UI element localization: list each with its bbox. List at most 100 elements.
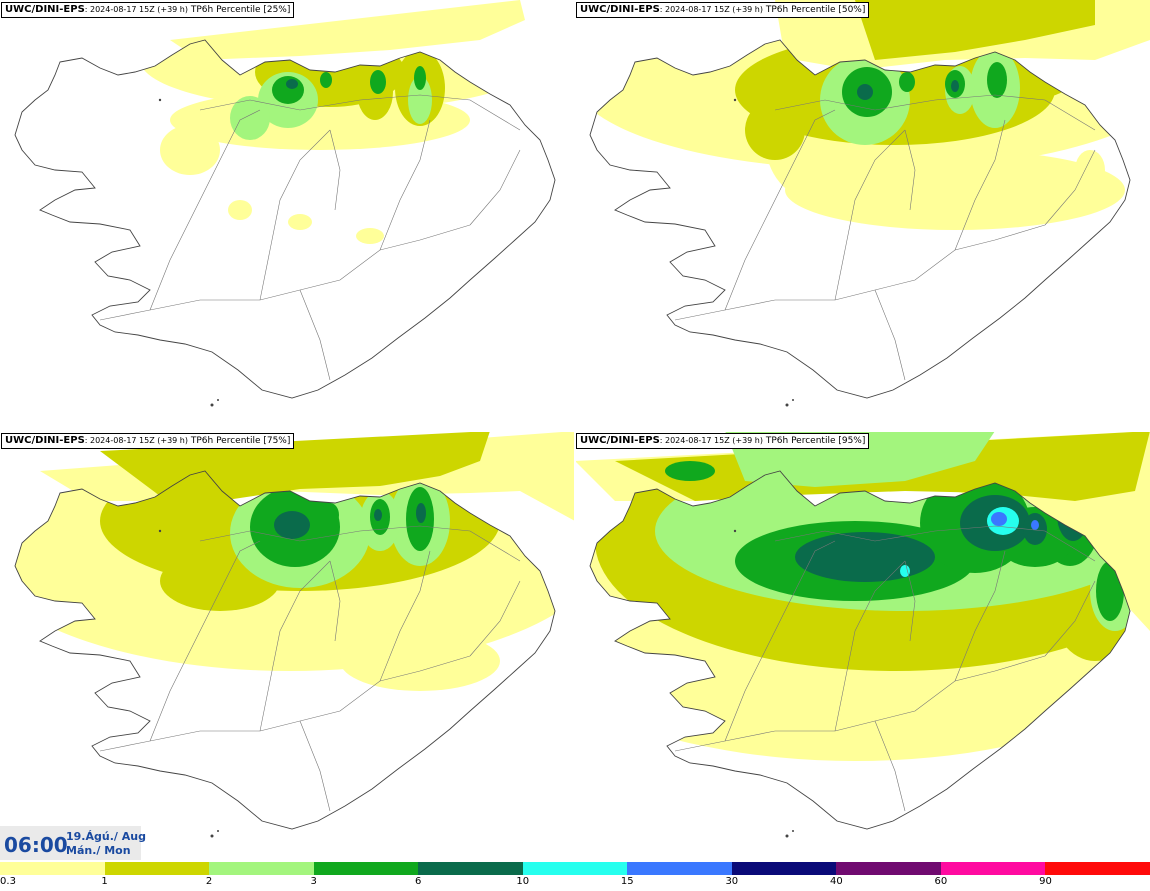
road-line	[1044, 580, 1096, 657]
island	[785, 834, 789, 838]
island	[733, 98, 737, 102]
precip-cell	[987, 62, 1007, 98]
legend-label: 10	[516, 876, 530, 887]
ocean-precip-cell	[665, 461, 715, 481]
valid-weekday: Mán./ Mon	[66, 844, 131, 857]
coastline	[14, 470, 556, 830]
island	[210, 403, 214, 407]
valid-date: 19.Ágú./ Aug	[66, 830, 146, 843]
road-line	[259, 129, 331, 301]
precip-cell	[414, 66, 426, 90]
map-panel-p95: UWC/DINI-EPS: 2024-08-17 15Z (+39 h) TP6…	[575, 431, 1150, 862]
legend-swatch	[836, 862, 941, 875]
legend-label: 0.3	[0, 876, 16, 887]
road-line	[954, 550, 1006, 682]
model-name: UWC/DINI-EPS	[580, 4, 660, 15]
precip-cell	[795, 532, 935, 582]
precip-cell	[1075, 150, 1105, 190]
legend-swatch	[522, 862, 628, 875]
legend-label: 6	[414, 876, 422, 887]
island	[158, 98, 162, 102]
precip-cell	[321, 503, 339, 527]
road-line	[874, 720, 906, 812]
product-name: TP6h Percentile [75%]	[190, 436, 291, 446]
road-line	[804, 540, 836, 572]
road-line	[259, 560, 331, 732]
coastline	[14, 39, 556, 399]
precip-cell	[374, 509, 382, 521]
precip-cell	[160, 125, 220, 175]
model-name: UWC/DINI-EPS	[5, 435, 85, 446]
precip-cell	[745, 100, 805, 160]
road-line	[329, 129, 341, 211]
legend-swatch	[313, 862, 419, 875]
road-line	[149, 570, 231, 742]
run-info: : 2024-08-17 15Z (+39 h)	[659, 436, 763, 445]
island	[792, 399, 794, 401]
precipitation-map	[14, 0, 556, 407]
road-line	[199, 525, 521, 562]
island	[217, 830, 219, 832]
road-line	[954, 119, 1006, 251]
map-panel-p75: UWC/DINI-EPS: 2024-08-17 15Z (+39 h) TP6…	[0, 431, 575, 862]
run-info: : 2024-08-17 15Z (+39 h)	[84, 5, 188, 14]
legend-label: 2	[205, 876, 213, 887]
island	[217, 399, 219, 401]
precip-cell	[857, 84, 873, 100]
road-line	[199, 94, 521, 131]
legend-label: 30	[725, 876, 739, 887]
run-info: : 2024-08-17 15Z (+39 h)	[84, 436, 188, 445]
precip-cell	[274, 511, 310, 539]
precip-cell	[228, 200, 252, 220]
island	[733, 529, 737, 533]
road-line	[674, 224, 1046, 321]
legend-label: 3	[310, 876, 317, 887]
precip-cell	[416, 503, 426, 523]
road-line	[299, 720, 331, 812]
color-legend-labels: 0.3 1 2 3 6 10 15 30 40 60 90	[0, 876, 1150, 891]
legend-label: 60	[934, 876, 948, 887]
road-line	[469, 580, 521, 657]
precip-cell	[370, 70, 386, 94]
road-line	[904, 129, 916, 211]
road-line	[874, 289, 906, 381]
road-line	[99, 224, 471, 321]
product-name: TP6h Percentile [25%]	[190, 5, 291, 15]
road-line	[774, 94, 1096, 131]
precip-cell	[991, 512, 1007, 526]
coastline	[589, 470, 1131, 830]
island	[210, 834, 214, 838]
legend-label: 1	[101, 876, 108, 887]
legend-swatch	[418, 862, 523, 875]
legend-swatch	[209, 862, 314, 875]
island	[792, 830, 794, 832]
panel-title: UWC/DINI-EPS: 2024-08-17 15Z (+39 h) TP6…	[576, 433, 870, 449]
road-line	[834, 560, 906, 732]
road-line	[724, 139, 806, 311]
model-name: UWC/DINI-EPS	[580, 435, 660, 446]
product-name: TP6h Percentile [50%]	[765, 5, 866, 15]
road-line	[379, 550, 431, 682]
road-line	[149, 139, 231, 311]
precip-cell	[899, 72, 915, 92]
road-line	[834, 129, 906, 301]
road-line	[1044, 149, 1096, 226]
map-panel-p50: UWC/DINI-EPS: 2024-08-17 15Z (+39 h) TP6…	[575, 0, 1150, 431]
road-line	[329, 560, 341, 642]
precip-cell	[288, 214, 312, 230]
precip-cell	[340, 631, 500, 691]
precip-cell	[272, 76, 304, 104]
panel-divider	[0, 430, 1150, 432]
precipitation-map	[589, 0, 1150, 407]
precip-cell	[286, 79, 298, 89]
panel-title: UWC/DINI-EPS: 2024-08-17 15Z (+39 h) TP6…	[576, 2, 870, 18]
island	[158, 529, 162, 533]
run-info: : 2024-08-17 15Z (+39 h)	[659, 5, 763, 14]
valid-time-box: 06:00 19.Ágú./ Aug Mán./ Mon	[0, 826, 146, 860]
map-panel-p25: UWC/DINI-EPS: 2024-08-17 15Z (+39 h) TP6…	[0, 0, 575, 431]
road-line	[724, 570, 806, 742]
legend-swatch	[0, 862, 105, 875]
legend-swatch	[1045, 862, 1150, 875]
precip-cell	[320, 72, 332, 88]
road-line	[379, 119, 431, 251]
